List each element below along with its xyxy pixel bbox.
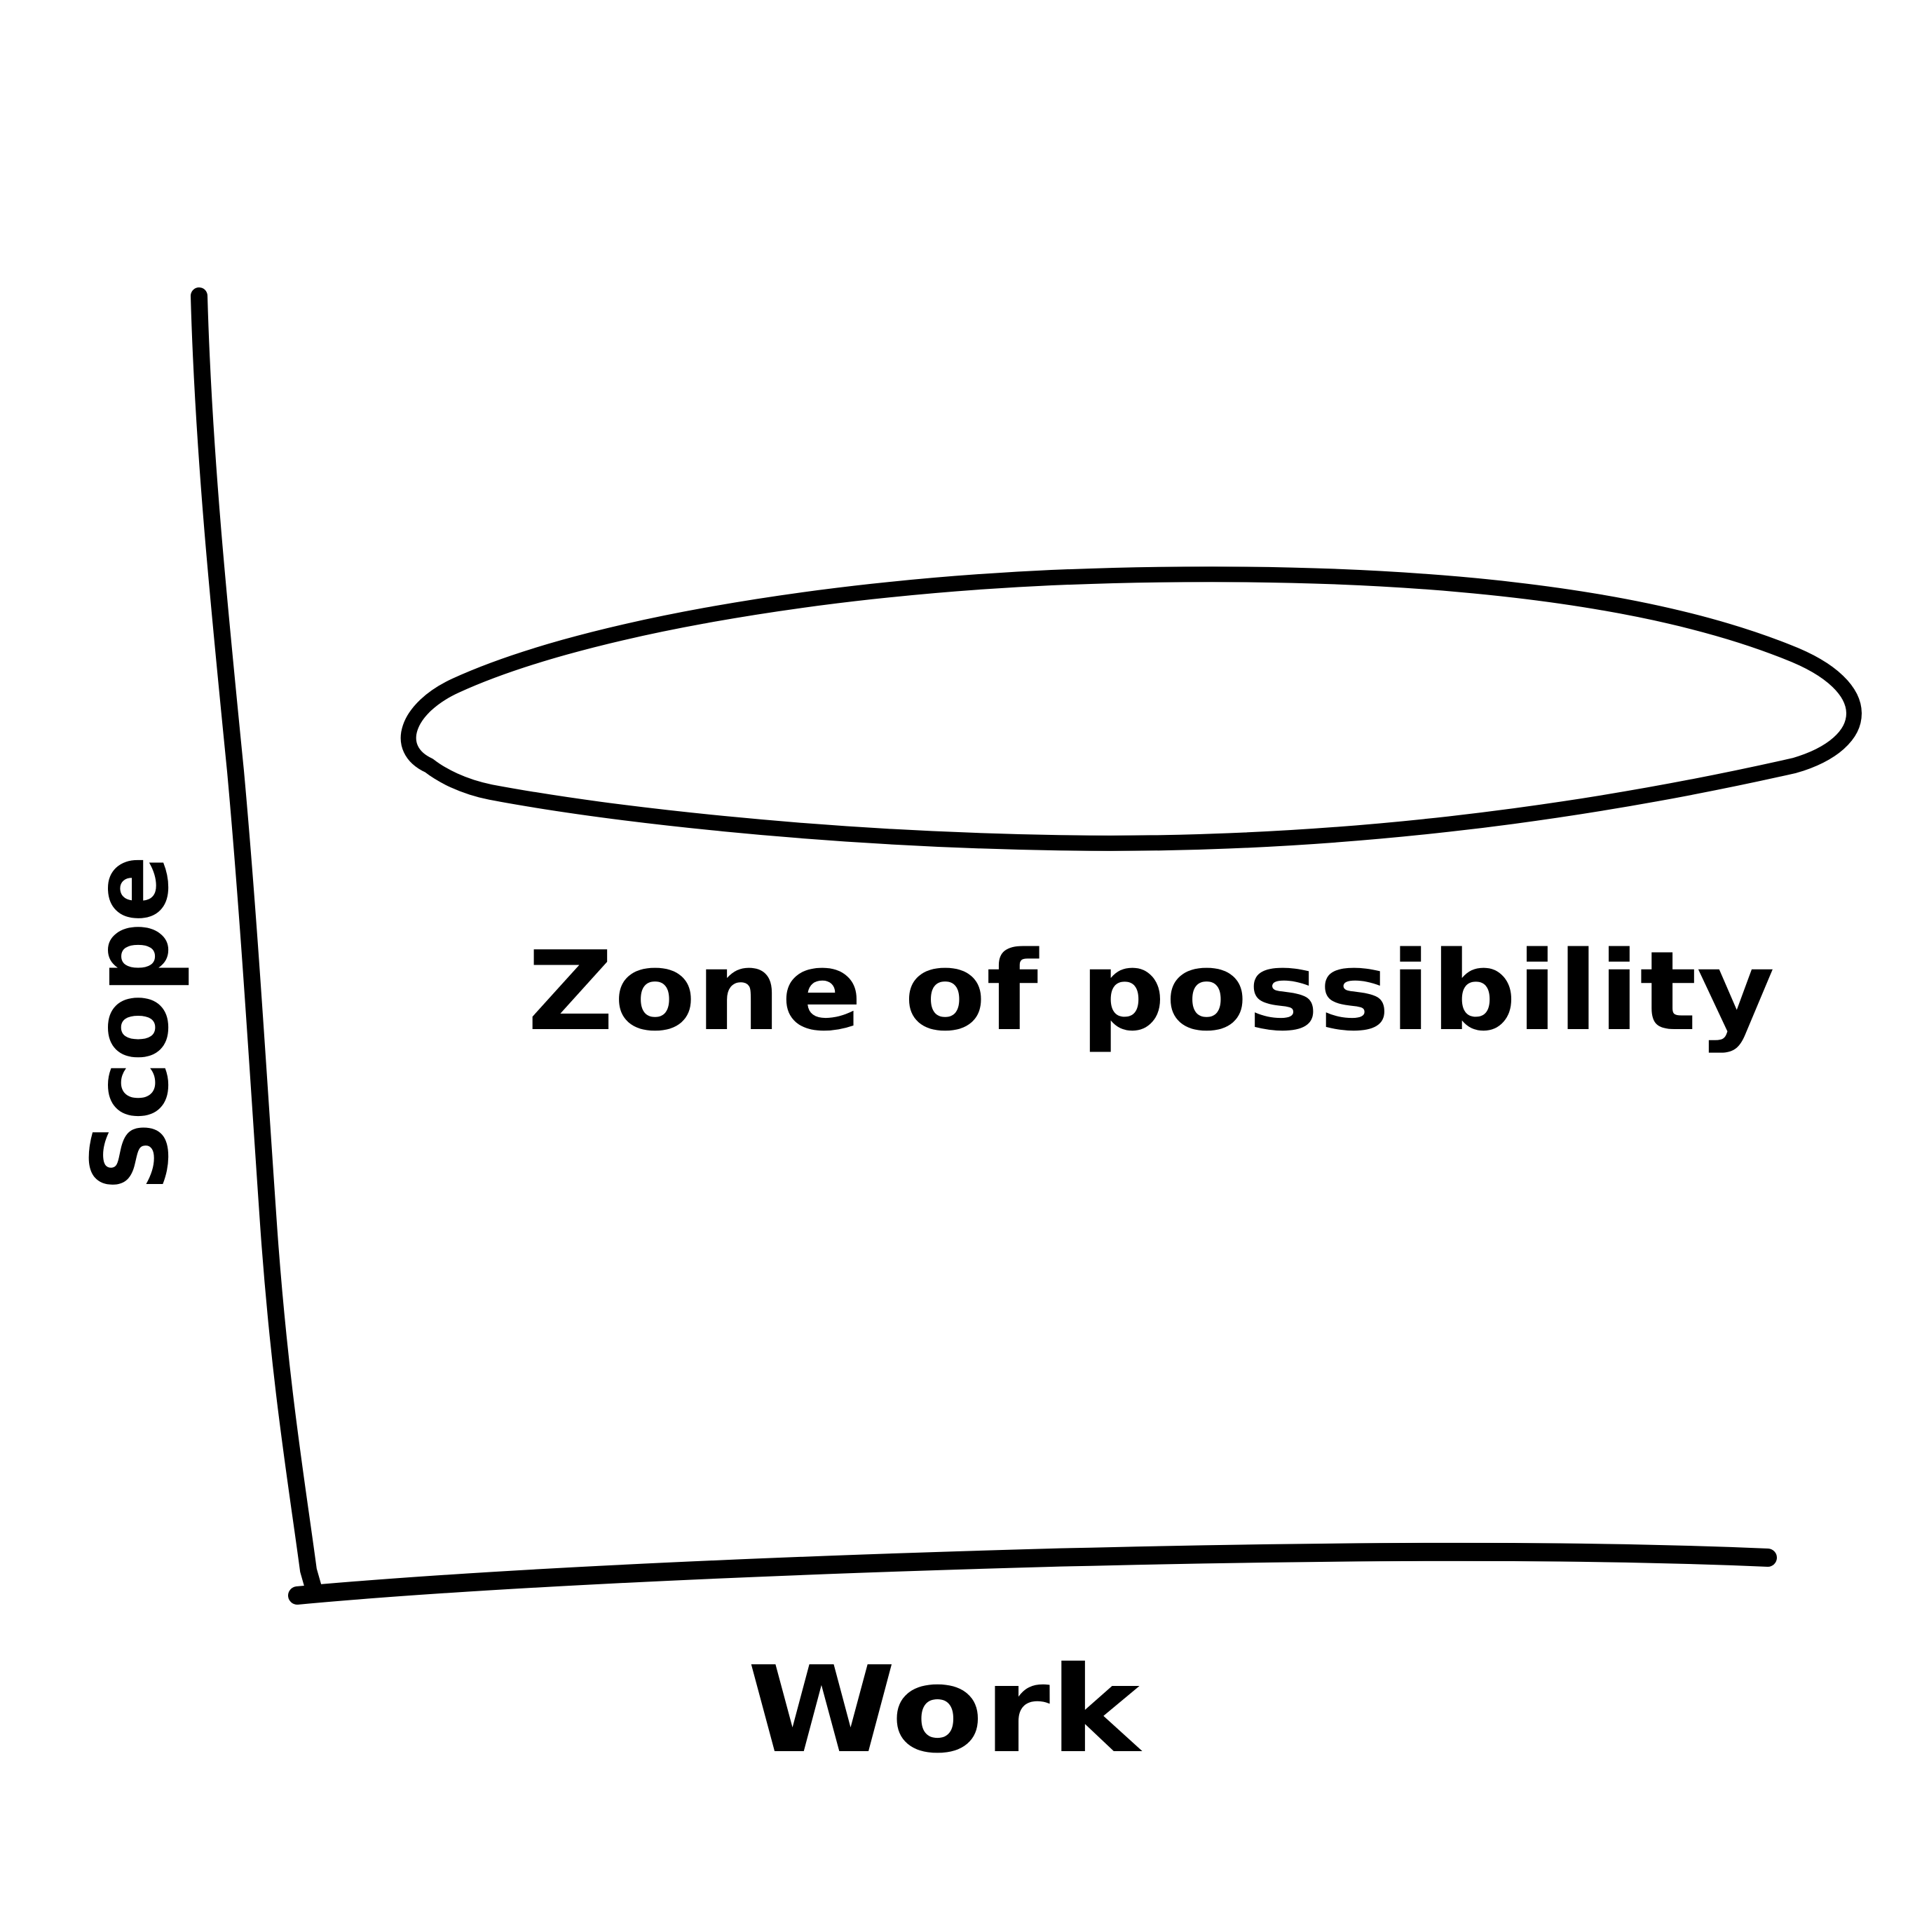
y-axis-label: Scope (70, 855, 192, 1192)
zone-ellipse (400, 566, 1862, 851)
x-axis-line (288, 1542, 1777, 1605)
zone-label: Zone of possibility (527, 927, 1775, 1055)
x-axis-label: Work (747, 1641, 1143, 1780)
y-axis-line (191, 287, 322, 1598)
